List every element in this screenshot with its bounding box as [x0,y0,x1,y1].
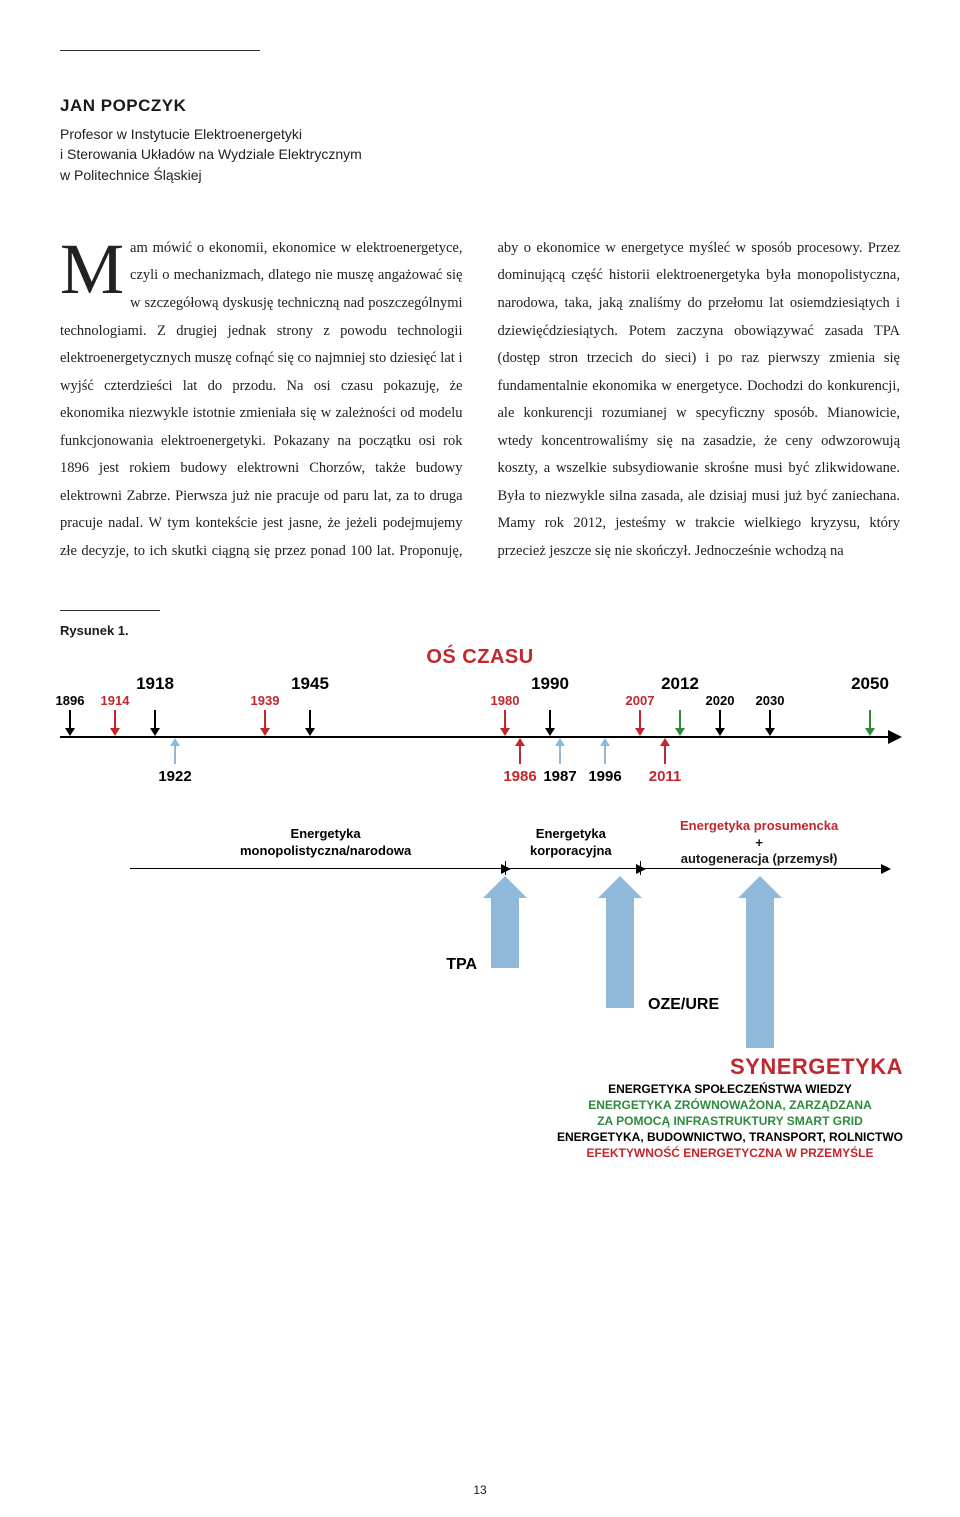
timeline-axis [60,736,900,738]
timeline-tick-label: 2020 [706,693,735,708]
author-name: JAN POPCZYK [60,96,900,116]
chart-title: OŚ CZASU [426,646,533,669]
timeline-tick: 2030 [764,710,776,736]
author-title: Profesor w Instytucie Elektroenergetyki … [60,124,900,185]
body-text: am mówić o ekonomii, ekonomice w elektro… [60,240,900,559]
era-arrowhead-icon [881,864,891,874]
timeline-tick: 2012 [674,710,686,736]
timeline-tick-label: 1939 [251,693,280,708]
timeline-tick: 1980 [499,710,511,736]
figure-rule [60,610,160,611]
big-arrow: OZE/URE [598,876,642,1008]
era-label: Energetykamonopolistyczna/narodowa [240,826,411,859]
timeline-tick: 1945 [304,710,316,736]
timeline-chart: OŚ CZASU 1896 1914 1918 1939 1945 1980 1990 200… [60,646,900,1176]
era-arrowhead-icon [636,864,646,874]
timeline-tick: 1918 [149,710,161,736]
timeline-tick-label: 1914 [101,693,130,708]
big-arrow-label: OZE/URE [648,996,719,1014]
timeline-tick-label: 2011 [649,768,682,785]
dropcap: M [60,239,124,300]
timeline-tick: 2020 [714,710,726,736]
timeline-tick-label: 1990 [531,674,569,694]
era-label: Energetykakorporacyjna [530,826,612,859]
timeline-tick: 1986 [514,738,526,764]
synergetyka-line: EFEKTYWNOŚĆ ENERGETYCZNA W PRZEMYŚLE [550,1146,910,1160]
timeline-tick: 1996 [599,738,611,764]
timeline-tick: 1896 [64,710,76,736]
big-arrow [738,876,782,1048]
timeline-tick-label: 1996 [588,768,621,785]
timeline-tick: 2007 [634,710,646,736]
timeline-tick: 2050 [864,710,876,736]
timeline-tick: 1987 [554,738,566,764]
synergetyka-line: ENERGETYKA SPOŁECZEŃSTWA WIEDZY [550,1082,910,1096]
timeline-tick-label: 2050 [851,674,889,694]
era-separator [640,861,641,875]
timeline-tick: 2011 [659,738,671,764]
timeline-tick: 1922 [169,738,181,764]
era-label: Energetyka prosumencka+autogeneracja (pr… [680,818,838,867]
timeline-tick-label: 1922 [158,768,191,785]
era-arrowhead-icon [501,864,511,874]
big-arrow-label: TPA [446,956,477,974]
timeline-tick-label: 2030 [756,693,785,708]
synergetyka-line: ENERGETYKA ZRÓWNOWAŻONA, ZARZĄDZANA [550,1098,910,1112]
timeline-tick-label: 1986 [503,768,536,785]
timeline-tick-label: 1980 [491,693,520,708]
timeline-tick-label: 1945 [291,674,329,694]
timeline-tick-label: 1987 [543,768,576,785]
figure-label: Rysunek 1. [60,623,900,638]
timeline-tick-label: 1896 [56,693,85,708]
big-arrow: TPA [483,876,527,968]
timeline-tick: 1914 [109,710,121,736]
author-block: JAN POPCZYK Profesor w Instytucie Elektr… [60,96,900,185]
body-columns: Mam mówić o ekonomii, ekonomice w elektr… [60,235,900,566]
timeline-tick: 1990 [544,710,556,736]
page-number: 13 [473,1483,486,1497]
synergetyka-line: ZA POMOCĄ INFRASTRUKTURY SMART GRID [550,1114,910,1128]
body-paragraph: Mam mówić o ekonomii, ekonomice w elektr… [60,235,900,566]
timeline-tick-label: 2012 [661,674,699,694]
top-rule [60,50,260,51]
synergetyka-line: ENERGETYKA, BUDOWNICTWO, TRANSPORT, ROLN… [550,1130,910,1144]
timeline-arrowhead-icon [888,730,902,744]
author-title-line3: w Politechnice Śląskiej [60,167,202,183]
timeline-tick: 1939 [259,710,271,736]
author-title-line2: i Sterowania Układów na Wydziale Elektry… [60,146,362,162]
era-separator [505,861,506,875]
timeline-tick-label: 2007 [626,693,655,708]
synergetyka-title: SYNERGETYKA [730,1054,903,1080]
timeline-tick-label: 1918 [136,674,174,694]
author-title-line1: Profesor w Instytucie Elektroenergetyki [60,126,302,142]
